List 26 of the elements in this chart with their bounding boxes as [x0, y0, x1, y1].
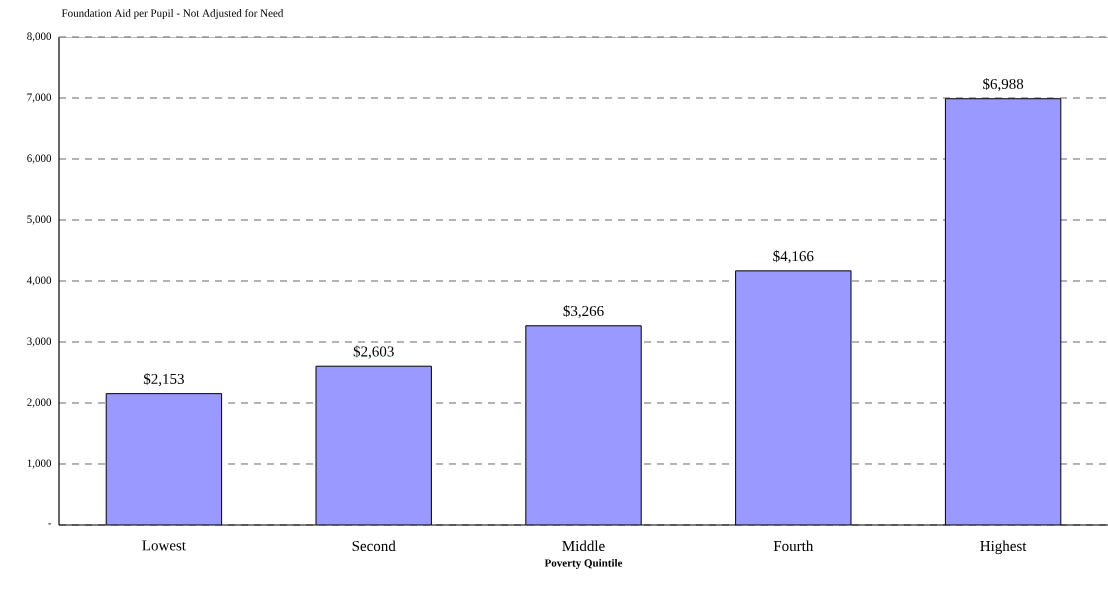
x-tick-label: Lowest	[142, 540, 186, 551]
bar	[106, 393, 222, 525]
y-tick-label: -	[48, 523, 52, 525]
bar	[316, 366, 432, 525]
y-tick-label: 7,000	[27, 93, 52, 103]
data-label: $6,988	[983, 78, 1024, 92]
x-tick-label: Second	[352, 540, 396, 552]
bar	[944, 98, 1062, 525]
data-label: $2,603	[353, 345, 394, 359]
data-label: $2,153	[143, 372, 184, 387]
y-tick-label: 6,000	[27, 154, 52, 164]
data-label: $4,166	[773, 250, 814, 264]
y-tick-label: 4,000	[26, 276, 52, 286]
chart-title: Foundation Aid per Pupil - Not Adjusted for Need	[61, 8, 284, 20]
y-tick-label: 8,000	[27, 32, 52, 42]
bar	[525, 325, 642, 525]
x-tick-label: Middle	[562, 540, 605, 552]
y-tick-label: 5,000	[27, 215, 52, 225]
y-tick-label: 2,000	[27, 398, 52, 408]
y-tick-label: 1,000	[27, 459, 52, 469]
bar	[735, 270, 852, 525]
x-tick-label: Fourth	[773, 540, 814, 552]
y-tick-label: 3,000	[27, 337, 52, 347]
x-axis-title: Poverty Quintile	[544, 559, 623, 569]
x-tick-label: Highest	[980, 540, 1027, 555]
data-label: $3,266	[563, 305, 604, 319]
